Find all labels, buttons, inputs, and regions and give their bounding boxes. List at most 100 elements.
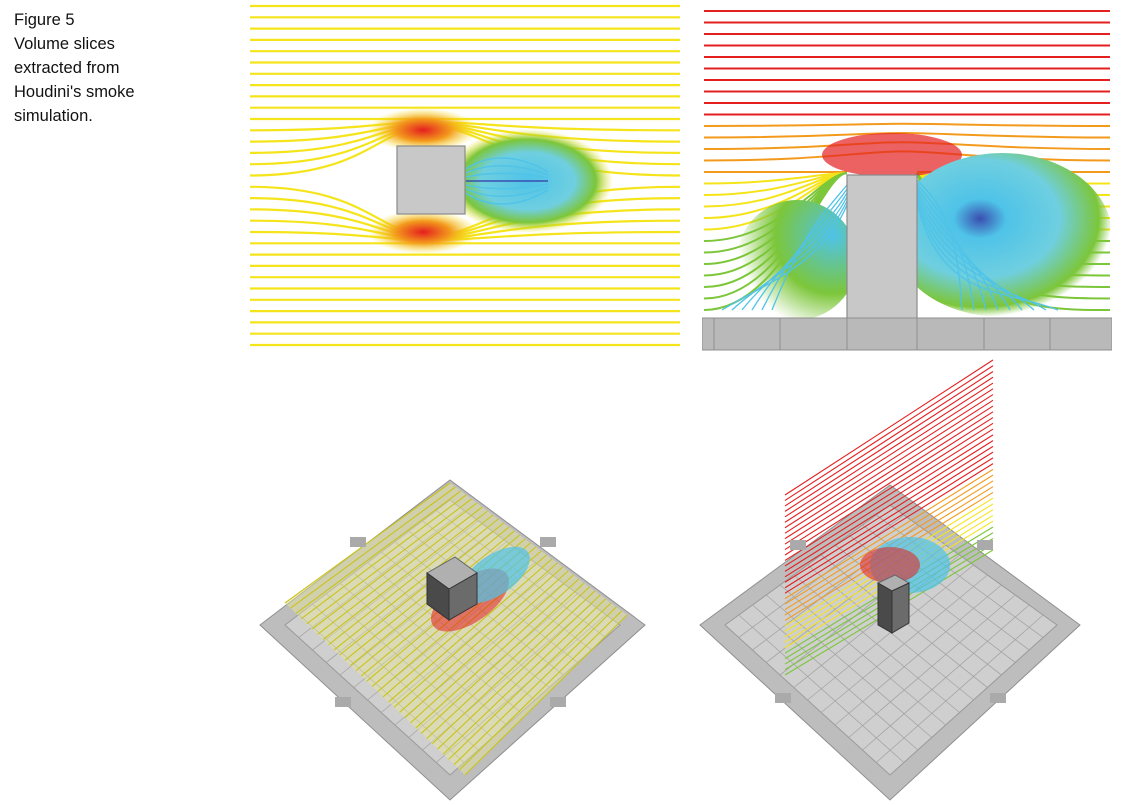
streamline xyxy=(784,445,994,578)
ground-tab xyxy=(790,540,806,550)
streamline xyxy=(784,365,994,501)
high-velocity-region xyxy=(860,547,920,583)
streamline xyxy=(784,417,994,551)
ground-tab xyxy=(350,537,366,547)
streamline xyxy=(333,518,499,651)
panel-perspective-horizontal xyxy=(255,475,650,805)
streamline xyxy=(465,189,549,205)
obstacle-side xyxy=(891,582,910,634)
streamline xyxy=(784,463,994,594)
grid-line xyxy=(862,604,1030,751)
ground-plane xyxy=(702,317,1112,351)
streamline xyxy=(731,200,848,311)
streamline xyxy=(916,182,975,311)
streamline xyxy=(410,574,574,724)
streamline xyxy=(465,186,549,197)
streamline xyxy=(784,376,994,512)
streamline xyxy=(784,434,994,567)
figure-label: Figure 5 xyxy=(14,11,75,29)
streamline xyxy=(420,582,585,734)
streamline xyxy=(301,494,467,620)
perspective-horizontal-image xyxy=(259,479,646,801)
perspective-vertical-image xyxy=(699,359,1081,801)
streamline xyxy=(784,394,994,529)
wake-streamlines xyxy=(465,157,549,205)
high-velocity-region xyxy=(822,133,962,177)
streamline xyxy=(415,578,580,729)
panel-top-down-slice xyxy=(248,0,682,362)
top-down-slice-image xyxy=(249,4,681,347)
streamline xyxy=(295,490,462,614)
streamline xyxy=(437,594,601,750)
streamline xyxy=(448,602,612,760)
streamline xyxy=(784,411,994,545)
streamline xyxy=(703,122,1111,127)
streamline xyxy=(465,183,549,190)
caption-line: simulation. xyxy=(14,107,93,125)
panel-perspective-vertical xyxy=(695,355,1085,805)
streamline xyxy=(339,522,504,656)
caption-line: Houdini's smoke xyxy=(14,83,135,101)
figure-caption: Figure 5 Volume slices extracted from Ho… xyxy=(14,8,214,128)
ground-tab xyxy=(775,693,791,703)
streamline xyxy=(404,570,569,719)
streamline xyxy=(784,359,994,496)
streamline xyxy=(311,502,478,630)
streamline xyxy=(328,514,494,646)
ground-tab xyxy=(990,693,1006,703)
streamline xyxy=(784,440,994,572)
streamline xyxy=(426,586,590,739)
streamline xyxy=(388,558,553,703)
high-velocity-region xyxy=(368,108,478,152)
streamline xyxy=(465,172,549,179)
streamline xyxy=(453,606,617,765)
side-slice-image xyxy=(702,10,1112,351)
streamline xyxy=(306,498,472,625)
streamline xyxy=(784,451,994,583)
obstacle-side xyxy=(877,582,893,634)
streamline xyxy=(784,382,994,518)
streamline xyxy=(751,192,848,311)
caption-line: extracted from xyxy=(14,59,120,77)
wake-streamlines xyxy=(721,179,1059,311)
streamline xyxy=(741,196,848,311)
streamline xyxy=(771,184,848,311)
streamline xyxy=(465,157,549,173)
streamline xyxy=(464,614,628,776)
streamline xyxy=(317,506,483,635)
streamline xyxy=(784,457,994,589)
streamline xyxy=(431,590,596,745)
streamline xyxy=(784,422,994,556)
ground-tab xyxy=(540,537,556,547)
wake-region xyxy=(892,153,1112,317)
obstacle-box xyxy=(846,174,918,321)
ground-tab xyxy=(977,540,993,550)
streamline xyxy=(442,598,606,755)
grid-line xyxy=(875,614,1044,763)
ground-tab xyxy=(335,697,351,707)
streamline xyxy=(290,486,456,609)
streamline xyxy=(784,388,994,523)
streamline xyxy=(784,428,994,561)
ground-slab xyxy=(702,317,1112,351)
streamline xyxy=(459,610,623,771)
streamline xyxy=(393,562,558,708)
ground-tab xyxy=(550,697,566,707)
streamline xyxy=(784,399,994,534)
streamline xyxy=(465,165,549,176)
streamline xyxy=(322,510,488,640)
grid-line xyxy=(435,614,607,763)
streamline xyxy=(721,204,848,311)
obstacle-box xyxy=(396,145,466,215)
streamline xyxy=(284,482,451,604)
streamline xyxy=(784,405,994,540)
caption-line: Volume slices xyxy=(14,35,115,53)
streamline xyxy=(761,188,848,311)
obstacle-side xyxy=(448,572,478,621)
streamline xyxy=(784,474,994,605)
streamline xyxy=(916,185,987,311)
streamline xyxy=(916,203,1059,311)
streamline xyxy=(399,566,564,713)
streamline xyxy=(784,468,994,600)
streamline xyxy=(703,131,1111,139)
